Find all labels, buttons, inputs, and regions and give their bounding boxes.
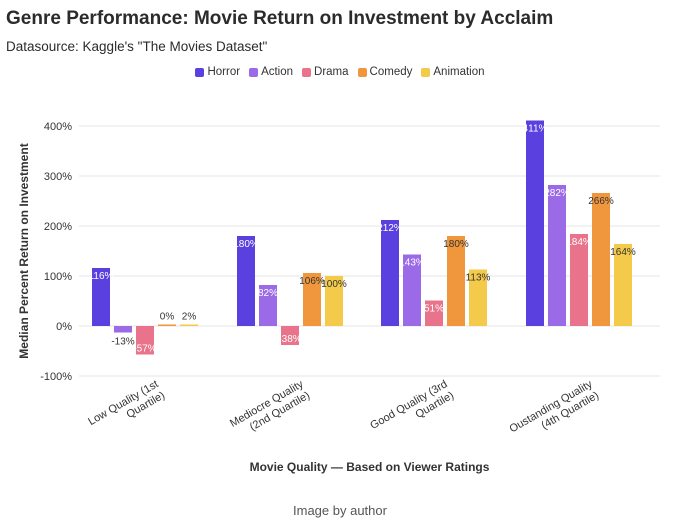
legend-item-horror: Horror <box>195 66 240 78</box>
legend-swatch <box>302 67 312 77</box>
legend-item-comedy: Comedy <box>357 66 413 78</box>
bar-comedy <box>447 236 465 326</box>
bar-chart: -100% 0% 100% 200% 300% 400% Median Percent Re… <box>17 120 660 474</box>
data-label: 100% <box>321 279 347 290</box>
legend-label: Drama <box>314 66 349 78</box>
legend-swatch <box>195 67 205 77</box>
chart-title: Genre Performance: Movie Return on Inves… <box>6 8 554 29</box>
bar-drama <box>570 234 588 326</box>
legend-swatch <box>357 67 367 77</box>
legend-item-drama: Drama <box>302 66 349 78</box>
data-label: 282% <box>544 188 570 199</box>
data-label: 2% <box>182 312 197 323</box>
data-label: 82% <box>258 288 278 299</box>
x-tick-label: Mediocre Quality(2nd Quartile) <box>228 378 312 434</box>
bar-animation <box>469 269 487 326</box>
y-tick-label: 100% <box>44 271 72 283</box>
data-label: 411% <box>523 124 548 135</box>
data-label: 180% <box>443 239 469 250</box>
data-label: 180% <box>233 239 259 250</box>
data-label: 266% <box>588 196 614 207</box>
legend-label: Horror <box>207 66 241 78</box>
bar-horror <box>237 236 255 326</box>
x-tick-label: Oustanding Quality(4th Quartile) <box>507 378 601 435</box>
y-tick-label: -100% <box>40 371 72 383</box>
y-tick-label: 200% <box>44 221 72 233</box>
data-label: 113% <box>466 273 491 284</box>
x-axis-label: Movie Quality — Based on Viewer Ratings <box>250 460 490 474</box>
bar-animation <box>180 324 198 326</box>
legend-swatch <box>421 67 431 77</box>
bar-action <box>259 285 277 326</box>
bar-action <box>403 254 421 326</box>
image-caption: Image by author <box>293 503 387 518</box>
bar-action <box>548 185 566 326</box>
data-label: 0% <box>160 312 175 323</box>
data-label: -38% <box>278 334 301 345</box>
bar-horror <box>526 120 544 326</box>
data-label: 164% <box>610 247 636 258</box>
data-label: 143% <box>399 258 425 269</box>
bar-animation <box>614 244 632 326</box>
legend-label: Action <box>261 66 294 78</box>
y-tick-label: 400% <box>44 121 72 133</box>
bar-drama <box>425 300 443 326</box>
legend-label: Comedy <box>369 66 413 78</box>
data-label: 184% <box>566 237 592 248</box>
bar-comedy <box>592 193 610 326</box>
data-label: 106% <box>299 276 325 287</box>
data-label: 212% <box>377 223 403 234</box>
bar-action <box>114 326 132 333</box>
chart-subtitle: Datasource: Kaggle's "The Movies Dataset… <box>6 39 268 54</box>
data-label: -13% <box>111 337 134 348</box>
data-label: -57% <box>133 344 156 355</box>
bar-animation <box>325 276 343 326</box>
bar-drama <box>136 326 154 355</box>
bar-comedy <box>158 324 176 326</box>
legend-item-action: Action <box>249 66 293 78</box>
data-label: 51% <box>424 304 444 315</box>
bar-drama <box>281 326 299 345</box>
legend: Horror Action Drama Comedy Animation <box>0 66 680 78</box>
bar-horror <box>381 220 399 326</box>
bar-horror <box>92 268 110 326</box>
legend-swatch <box>249 67 259 77</box>
y-tick-label: 300% <box>44 171 72 183</box>
y-axis-label: Median Percent Return on Investment <box>17 143 31 358</box>
legend-label: Animation <box>433 66 485 78</box>
bar-comedy <box>303 273 321 326</box>
legend-item-animation: Animation <box>421 66 485 78</box>
data-label: 116% <box>89 271 114 282</box>
y-tick-label: 0% <box>56 321 72 333</box>
